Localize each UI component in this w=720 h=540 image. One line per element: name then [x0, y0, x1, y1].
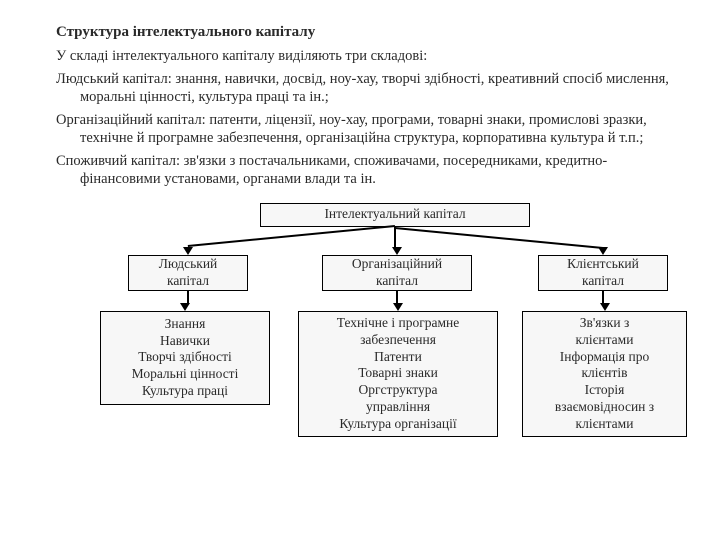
paragraph-human: Людський капітал: знання, навички, досві…	[56, 70, 672, 107]
node-org: Організаційнийкапітал	[322, 255, 472, 291]
node-text: Навички	[160, 333, 210, 350]
node-text: Культура праці	[142, 383, 228, 400]
diagram-container: Інтелектуальний капіталЛюдськийкапіталОр…	[56, 203, 672, 463]
node-root: Інтелектуальний капітал	[260, 203, 530, 227]
node-text: клієнтів	[581, 365, 627, 382]
arrowhead-icon	[392, 247, 402, 255]
edge-line	[394, 227, 396, 247]
node-text: Історія	[585, 382, 625, 399]
node-text: Організаційний	[352, 256, 442, 273]
node-text: капітал	[167, 273, 209, 290]
node-text: Товарні знаки	[358, 365, 438, 382]
node-org_detail: Технічне і програмнезабезпеченняПатентиТ…	[298, 311, 498, 437]
node-text: управління	[366, 399, 430, 416]
edge-line	[602, 291, 604, 303]
node-text: Знання	[165, 316, 206, 333]
edge-line	[396, 291, 398, 303]
node-text: Людський	[159, 256, 218, 273]
arrowhead-icon	[180, 303, 190, 311]
node-text: капітал	[582, 273, 624, 290]
intellectual-capital-tree: Інтелектуальний капіталЛюдськийкапіталОр…	[90, 203, 638, 453]
node-text: капітал	[376, 273, 418, 290]
node-text: Інформація про	[560, 349, 650, 366]
paragraph-intro: У складі інтелектуального капіталу виділ…	[56, 47, 672, 66]
paragraph-consumer: Споживчий капітал: зв'язки з постачальни…	[56, 152, 672, 189]
arrowhead-icon	[393, 303, 403, 311]
node-text: Оргструктура	[358, 382, 437, 399]
arrowhead-icon	[598, 247, 608, 255]
node-text: клієнтами	[576, 332, 634, 349]
node-human_detail: ЗнанняНавичкиТворчі здібностіМоральні ці…	[100, 311, 270, 405]
node-client: Клієнтськийкапітал	[538, 255, 668, 291]
node-text: Культура організації	[339, 416, 456, 433]
node-text: Зв'язки з	[580, 315, 630, 332]
node-text: клієнтами	[576, 416, 634, 433]
edge-line	[187, 291, 189, 303]
node-human: Людськийкапітал	[128, 255, 248, 291]
node-text: Інтелектуальний капітал	[324, 206, 465, 223]
edge-line	[395, 227, 603, 248]
node-text: забезпечення	[360, 332, 436, 349]
node-text: Творчі здібності	[138, 349, 231, 366]
edge-line	[188, 225, 395, 246]
node-text: Патенти	[374, 349, 422, 366]
node-text: Моральні цінності	[132, 366, 239, 383]
paragraph-org: Організаційний капітал: патенти, ліцензі…	[56, 111, 672, 148]
node-text: взаємовідносин з	[555, 399, 654, 416]
node-client_detail: Зв'язки зклієнтамиІнформація проклієнтів…	[522, 311, 687, 437]
arrowhead-icon	[183, 247, 193, 255]
node-text: Технічне і програмне	[337, 315, 460, 332]
page-title: Структура інтелектуального капіталу	[56, 24, 672, 41]
node-text: Клієнтський	[567, 256, 639, 273]
arrowhead-icon	[600, 303, 610, 311]
